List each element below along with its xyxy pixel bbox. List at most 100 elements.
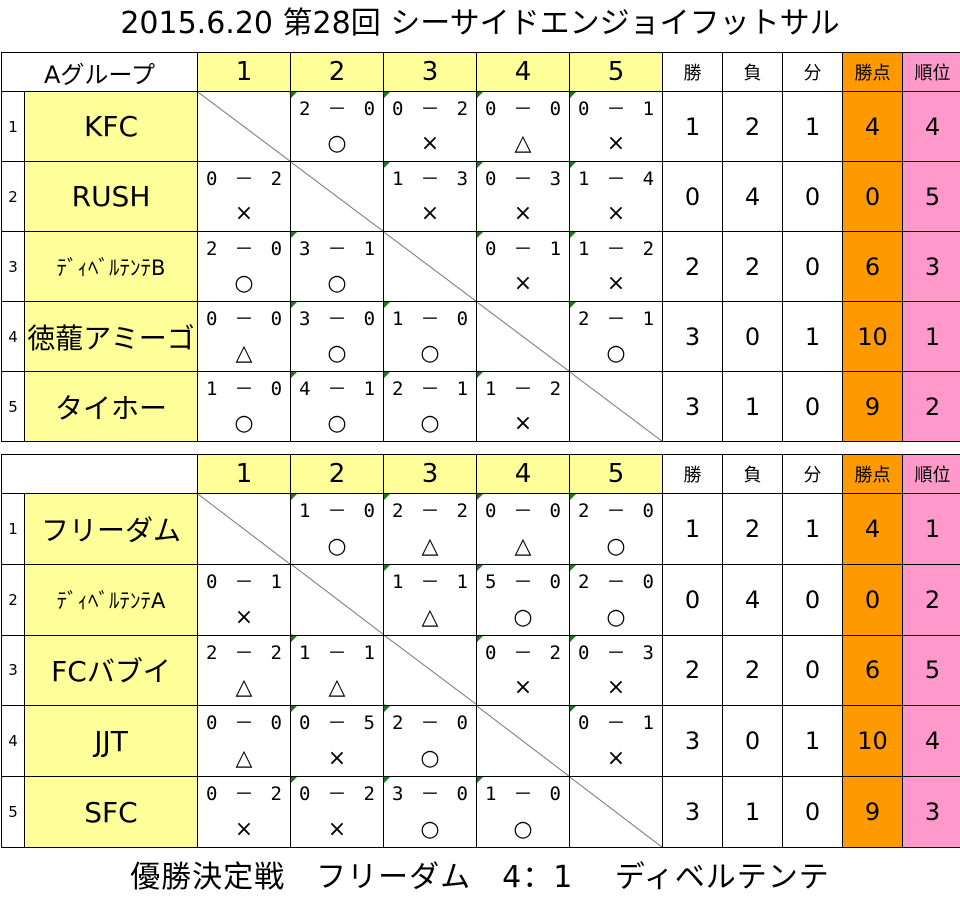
home-score: 1 [578,168,590,190]
draws-value: 1 [782,705,843,778]
match-cell: 0 － 1 × [569,91,664,162]
column-header-1: 1 [197,454,291,494]
diagonal-cell [290,161,385,232]
away-score: 2 [270,641,282,664]
score-separator: － [234,378,254,400]
result-mark: ○ [327,271,347,296]
match-cell: 2 － 2 △ [383,493,477,565]
away-score: 0 [549,570,561,593]
stat-header-wins: 勝 [662,52,724,92]
wins-value: 1 [662,91,724,162]
result-mark: × [513,675,533,701]
wins-value: 1 [662,493,723,565]
match-score: 2 － 0 [570,500,662,522]
column-header-5: 5 [569,454,663,494]
rank-value: 5 [902,161,960,232]
result-mark: × [327,816,347,842]
match-cell: 0 － 0 △ [476,91,571,162]
away-score: 2 [363,783,375,806]
wins-value: 3 [662,301,724,372]
score-separator: － [513,168,533,190]
result-mark: ○ [606,341,626,366]
score-separator: － [606,570,626,593]
row-number: 3 [1,231,25,302]
draws-value: 1 [782,301,844,372]
score-separator: － [606,712,626,735]
cell-marker [570,494,576,500]
match-score: 0 － 3 [570,642,662,664]
column-header-4: 4 [476,454,570,494]
result-mark: ○ [606,533,626,559]
match-cell: 1 － 2 × [569,231,664,302]
match-score: 3 － 1 [291,238,383,260]
points-header: 勝点 [842,52,904,92]
wins-value: 3 [662,705,723,778]
score-separator: － [606,168,626,190]
score-separator: － [513,570,533,593]
match-cell: 0 － 1 × [197,563,291,636]
page-title: 2015.6.20 第28回 シーサイドエンジョイフットサル [120,6,840,41]
diagonal-cell [383,231,478,302]
cell-marker [291,232,298,238]
match-score: 2 － 1 [570,308,662,330]
team-row: 3 FCバブイ 2 － 2 △ 1 － 1 △ 0 － 2 × 0 － 3 × 2 2 0 6 5 [1,634,960,707]
home-score: 3 [299,308,311,330]
stat-header-draws: 分 [782,52,844,92]
away-score: 1 [642,98,655,120]
away-score: 2 [270,168,283,190]
match-score: 1 － 0 [477,783,569,805]
away-score: 1 [456,570,468,593]
cell-marker [384,777,390,784]
match-cell: 2 － 1 ○ [569,301,664,372]
result-mark: ○ [420,816,440,842]
home-score: 0 [299,712,311,735]
column-header-3: 3 [383,454,477,494]
losses-value: 4 [722,161,784,232]
team-name: 徳蘢アミーゴ [23,301,199,372]
losses-value: 0 [722,301,784,372]
points-value: 10 [842,705,903,778]
score-separator: － [606,238,626,260]
draws-value: 0 [782,563,843,636]
rank-value: 1 [902,493,960,565]
stat-header-draws: 分 [782,454,843,494]
losses-value: 2 [722,634,783,707]
home-score: 2 [206,238,218,260]
points-value: 9 [842,776,903,848]
score-separator: － [327,98,347,120]
match-cell: 0 － 0 △ [476,493,570,565]
diagonal-cell [290,563,384,636]
home-score: 2 [299,98,311,120]
match-cell: 0 － 0 △ [197,705,291,778]
cell-marker [384,302,391,308]
home-score: 0 [485,168,497,190]
match-score: 0 － 1 [198,571,290,593]
match-score: 3 － 0 [384,783,476,805]
diagonal-cell [569,371,664,442]
result-mark: △ [421,533,439,559]
match-score: 2 － 0 [198,238,290,260]
match-score: 0 － 3 [477,168,569,190]
match-cell: 2 － 0 ○ [290,91,385,162]
match-score: 0 － 1 [570,712,662,734]
match-cell: 4 － 1 ○ [290,371,385,442]
home-score: 1 [485,783,497,806]
group-a-table: Aグループ 1 2 3 4 5 勝負分勝点 順位 1 KFC 2 － 0 ○ 0 － 2 × 0 － 0 △ 0 － 1 × 1 2 1… [0,52,960,442]
rank-value: 4 [902,705,960,778]
losses-value: 0 [722,705,783,778]
score-separator: － [606,500,626,522]
away-score: 4 [642,168,655,190]
score-separator: － [420,378,440,400]
home-score: 1 [578,238,590,260]
result-mark: ○ [327,341,347,366]
result-mark: △ [235,746,253,772]
cell-marker [291,372,298,378]
home-score: 1 [299,500,311,522]
match-score: 1 － 2 [477,378,569,400]
result-mark: ○ [420,341,440,366]
cell-marker [291,777,297,784]
points-value: 6 [842,634,903,707]
match-cell: 0 － 2 × [197,161,292,232]
result-mark: ○ [327,411,347,436]
cell-marker [384,706,390,713]
